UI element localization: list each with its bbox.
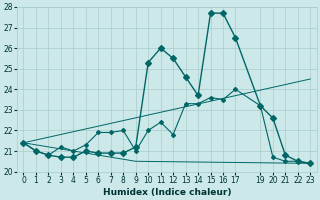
X-axis label: Humidex (Indice chaleur): Humidex (Indice chaleur) <box>103 188 231 197</box>
